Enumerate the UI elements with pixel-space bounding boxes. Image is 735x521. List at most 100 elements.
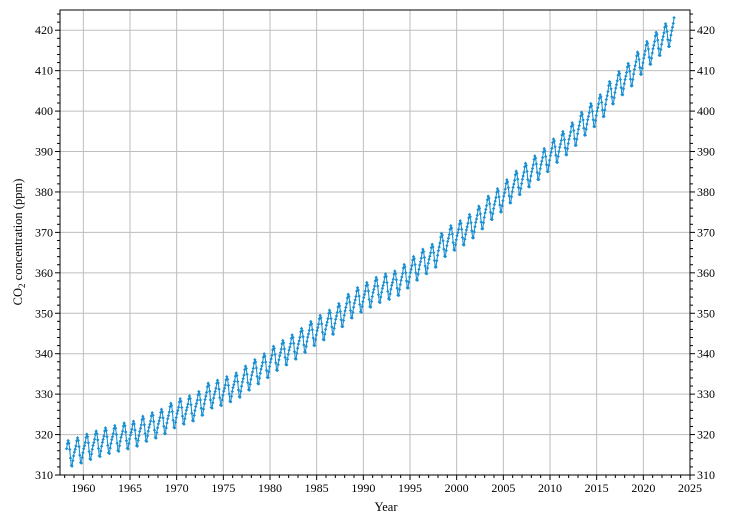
y-tick-label-left: 350 xyxy=(35,306,53,320)
data-point xyxy=(96,438,100,442)
data-point xyxy=(638,65,642,70)
data-point xyxy=(257,382,261,386)
data-point xyxy=(162,424,166,428)
data-point xyxy=(225,374,229,379)
data-point xyxy=(404,270,408,275)
data-point xyxy=(390,280,395,285)
data-point xyxy=(232,379,237,384)
data-point xyxy=(611,102,616,106)
data-point xyxy=(670,25,675,29)
data-point xyxy=(70,464,74,468)
data-point xyxy=(486,194,490,198)
data-point xyxy=(412,257,416,261)
data-point xyxy=(422,255,427,260)
data-point xyxy=(619,85,623,90)
data-point xyxy=(516,177,520,181)
data-point xyxy=(624,74,628,78)
data-point xyxy=(597,96,602,101)
data-point xyxy=(658,53,662,58)
data-point xyxy=(353,298,357,302)
data-point xyxy=(363,289,367,293)
data-point xyxy=(543,149,547,153)
data-point xyxy=(502,194,506,198)
data-point xyxy=(255,374,259,379)
data-point xyxy=(149,414,154,418)
data-point xyxy=(367,297,371,302)
data-point xyxy=(236,388,241,392)
data-point xyxy=(529,174,533,178)
data-point xyxy=(212,392,217,397)
data-point xyxy=(108,446,112,450)
data-point xyxy=(229,400,233,404)
data-point xyxy=(387,297,392,302)
data-point xyxy=(182,422,186,426)
data-point xyxy=(665,29,669,34)
data-point xyxy=(225,377,230,381)
data-point xyxy=(89,452,94,456)
data-point xyxy=(78,453,82,457)
data-point xyxy=(439,235,443,239)
data-point xyxy=(448,227,452,231)
data-point xyxy=(369,299,374,304)
data-point xyxy=(183,417,187,421)
data-point xyxy=(410,263,414,268)
data-point xyxy=(370,294,374,299)
data-point xyxy=(72,450,77,454)
data-point xyxy=(426,261,430,265)
data-point xyxy=(83,440,87,445)
data-point xyxy=(393,269,397,273)
data-point xyxy=(593,124,597,129)
data-point xyxy=(527,185,532,189)
data-point xyxy=(324,323,329,327)
data-point xyxy=(614,82,619,87)
data-point xyxy=(232,382,236,387)
x-tick-label: 2010 xyxy=(538,481,562,495)
data-point xyxy=(151,413,155,418)
data-point xyxy=(565,147,570,151)
data-point xyxy=(92,440,96,445)
data-point xyxy=(338,309,343,314)
data-point xyxy=(148,422,152,427)
data-point xyxy=(302,343,306,347)
data-point xyxy=(512,182,516,186)
y-tick-label-right: 400 xyxy=(697,104,715,118)
data-point xyxy=(462,243,466,247)
data-point xyxy=(481,227,485,231)
data-point xyxy=(656,46,661,51)
data-point xyxy=(85,432,89,436)
data-point xyxy=(208,389,212,393)
data-point xyxy=(496,189,500,193)
data-point xyxy=(425,272,429,276)
data-point xyxy=(351,305,356,309)
data-point xyxy=(315,329,319,333)
y-tick-label-left: 420 xyxy=(35,23,53,37)
data-point xyxy=(450,232,455,236)
x-tick-label: 1965 xyxy=(118,481,142,495)
y-tick-label-left: 400 xyxy=(35,104,53,118)
data-point xyxy=(484,207,488,212)
data-point xyxy=(306,335,310,339)
data-point xyxy=(631,77,635,82)
data-point xyxy=(303,350,308,354)
data-point xyxy=(470,229,474,233)
data-point xyxy=(118,439,122,443)
data-point xyxy=(145,434,150,438)
data-point xyxy=(472,230,476,234)
data-point xyxy=(572,136,577,141)
data-point xyxy=(483,211,487,215)
data-point xyxy=(428,251,433,255)
x-tick-label: 1975 xyxy=(211,481,235,495)
data-point xyxy=(295,346,300,350)
data-point xyxy=(523,165,527,169)
y-tick-label-right: 340 xyxy=(697,347,715,361)
data-point xyxy=(239,389,243,393)
data-point xyxy=(164,426,168,430)
data-point xyxy=(75,436,80,440)
data-point xyxy=(637,57,641,62)
data-point xyxy=(460,227,464,231)
data-point xyxy=(285,357,290,361)
data-point xyxy=(654,30,658,35)
data-point xyxy=(309,322,314,326)
axis-ticks xyxy=(55,13,695,480)
data-point xyxy=(292,350,297,354)
